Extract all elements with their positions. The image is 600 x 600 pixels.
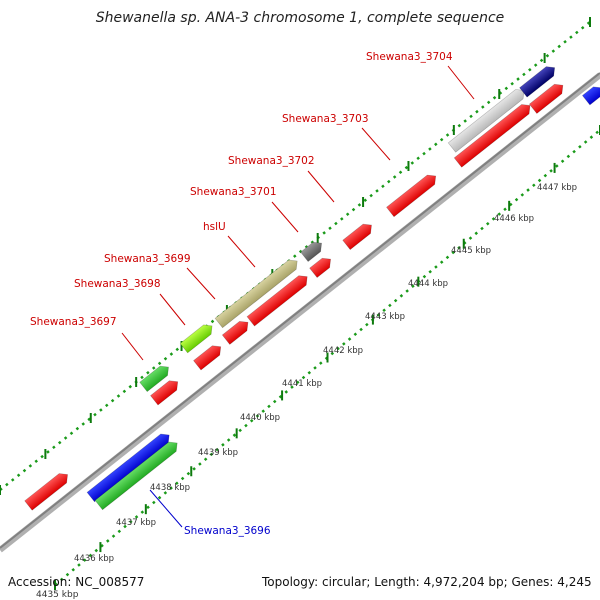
gene-bar[interactable] bbox=[528, 81, 566, 114]
tick-label-partial: 4435 kbp bbox=[36, 590, 79, 600]
gene-bar[interactable] bbox=[582, 83, 600, 106]
tick-label: 4443 kbp bbox=[365, 312, 405, 322]
gene-label-leader bbox=[149, 489, 183, 528]
gene-bar-3696a[interactable] bbox=[86, 430, 173, 503]
gene-bar-3698[interactable] bbox=[179, 321, 216, 354]
gene-bar-3704a[interactable] bbox=[447, 86, 528, 153]
gene-label-leader bbox=[307, 170, 335, 203]
gene-bar[interactable] bbox=[453, 101, 534, 168]
tick-label: 4447 kbp bbox=[537, 183, 577, 193]
accession-label: Accession: NC_008577 bbox=[8, 575, 145, 589]
gene-bar-3702[interactable] bbox=[342, 220, 376, 251]
gene-label[interactable]: Shewana3_3704 bbox=[366, 51, 453, 63]
tick-label: 4442 kbp bbox=[323, 346, 363, 356]
tick-label: 4438 kbp bbox=[150, 483, 190, 493]
tick-label: 4441 kbp bbox=[282, 379, 322, 389]
gene-bar[interactable] bbox=[221, 318, 251, 345]
map-title: Shewanella sp. ANA-3 chromosome 1, compl… bbox=[95, 10, 505, 26]
gene-bar[interactable] bbox=[309, 254, 335, 278]
gene-label[interactable]: Shewana3_3702 bbox=[228, 155, 315, 167]
gene-label-leader bbox=[447, 65, 475, 100]
gene-bar-3697[interactable] bbox=[139, 362, 173, 393]
chromosome-backbone-edge bbox=[0, 72, 600, 549]
gene-label[interactable]: Shewana3_3699 bbox=[104, 253, 191, 265]
gene-label[interactable]: Shewana3_3703 bbox=[282, 113, 369, 125]
gene-label[interactable]: Shewana3_3696 bbox=[184, 525, 271, 537]
tick-label: 4446 kbp bbox=[494, 214, 534, 224]
gene-bar[interactable] bbox=[193, 342, 225, 371]
gene-label-leader bbox=[186, 267, 216, 300]
gene-label-leader bbox=[227, 235, 256, 268]
gene-label[interactable]: Shewana3_3697 bbox=[30, 316, 117, 328]
gene-features bbox=[24, 63, 600, 511]
chromosome-backbone bbox=[0, 72, 600, 553]
topology-info: Topology: circular; Length: 4,972,204 bp… bbox=[262, 575, 592, 589]
tick-label: 4445 kbp bbox=[451, 246, 491, 256]
gene-bar[interactable] bbox=[150, 377, 182, 406]
gene-label[interactable]: Shewana3_3701 bbox=[190, 186, 277, 198]
gene-bar[interactable] bbox=[24, 470, 72, 511]
tick-label: 4439 kbp bbox=[198, 448, 238, 458]
gene-bar-3701[interactable] bbox=[300, 238, 326, 262]
tick-label: 4444 kbp bbox=[408, 279, 448, 289]
gene-bar-3696b[interactable] bbox=[94, 438, 181, 511]
gene-label-layer: Shewana3_3696 Shewana3_3697 Shewana3_3698 S… bbox=[30, 51, 475, 537]
gene-bar-3703[interactable] bbox=[386, 171, 440, 218]
gene-label[interactable]: Shewana3_3698 bbox=[74, 278, 161, 290]
tick-label-layer: 4436 kbp 4437 kbp 4438 kbp 4439 kbp 4440 kbp… bbox=[74, 183, 577, 564]
gene-label-leader bbox=[121, 332, 144, 361]
outer-dotted-track bbox=[0, 21, 591, 491]
gene-label[interactable]: hslU bbox=[203, 221, 226, 233]
tick-label: 4436 kbp bbox=[74, 554, 114, 564]
gene-label-leader bbox=[159, 293, 186, 326]
gene-label-leader bbox=[361, 127, 391, 161]
gene-bar-3699[interactable] bbox=[214, 256, 301, 329]
gene-bar-hslU[interactable] bbox=[246, 272, 311, 327]
tick-label: 4440 kbp bbox=[240, 413, 280, 423]
gene-bar-3704b[interactable] bbox=[519, 63, 559, 98]
gene-label-leader bbox=[271, 201, 299, 233]
tick-label: 4437 kbp bbox=[116, 518, 156, 528]
